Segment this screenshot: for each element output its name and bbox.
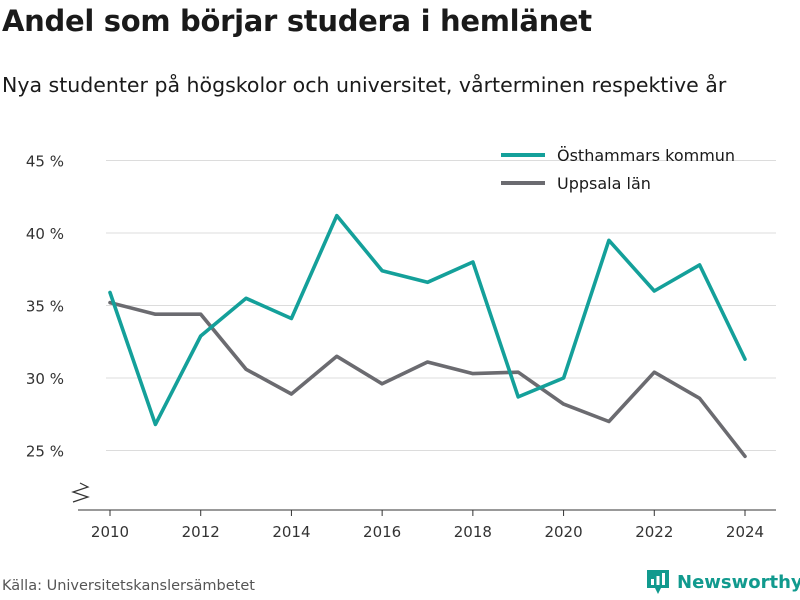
- y-axis-ticks: 25 % 30 % 35 % 40 % 45 %: [26, 153, 90, 503]
- y-tick-label: 40 %: [26, 225, 64, 243]
- chart-subtitle: Nya studenter på högskolor och universit…: [2, 73, 727, 97]
- x-tick-label: 2022: [635, 523, 673, 541]
- y-tick-label: 45 %: [26, 153, 64, 171]
- y-tick-label: 25 %: [26, 443, 64, 461]
- brand-logo: Newsworthy: [645, 568, 800, 596]
- y-tick-label: 35 %: [26, 298, 64, 316]
- x-tick-label: 2018: [454, 523, 492, 541]
- chart-title: Andel som börjar studera i hemlänet: [2, 4, 592, 38]
- series-lines: [108, 213, 747, 459]
- legend: Östhammars kommun Uppsala län: [501, 146, 735, 193]
- legend-label: Uppsala län: [557, 174, 651, 193]
- x-tick-label: 2016: [363, 523, 401, 541]
- brand-name: Newsworthy: [677, 571, 800, 593]
- axis-break-icon: [71, 482, 90, 503]
- series-line: [108, 300, 747, 459]
- x-tick-label: 2014: [272, 523, 310, 541]
- x-tick-label: 2010: [91, 523, 129, 541]
- x-tick-label: 2024: [726, 523, 764, 541]
- source-note: Källa: Universitetskanslersämbetet: [2, 578, 255, 594]
- x-tick-label: 2012: [182, 523, 220, 541]
- x-tick-label: 2020: [544, 523, 582, 541]
- legend-label: Östhammars kommun: [557, 146, 735, 165]
- x-axis: 2010 2012 2014 2016 2018 2020 2022 2024: [78, 509, 776, 541]
- newsworthy-logo-icon: [647, 570, 669, 594]
- y-tick-label: 30 %: [26, 370, 64, 388]
- series-line: [108, 213, 747, 427]
- grid-lines: [106, 160, 776, 451]
